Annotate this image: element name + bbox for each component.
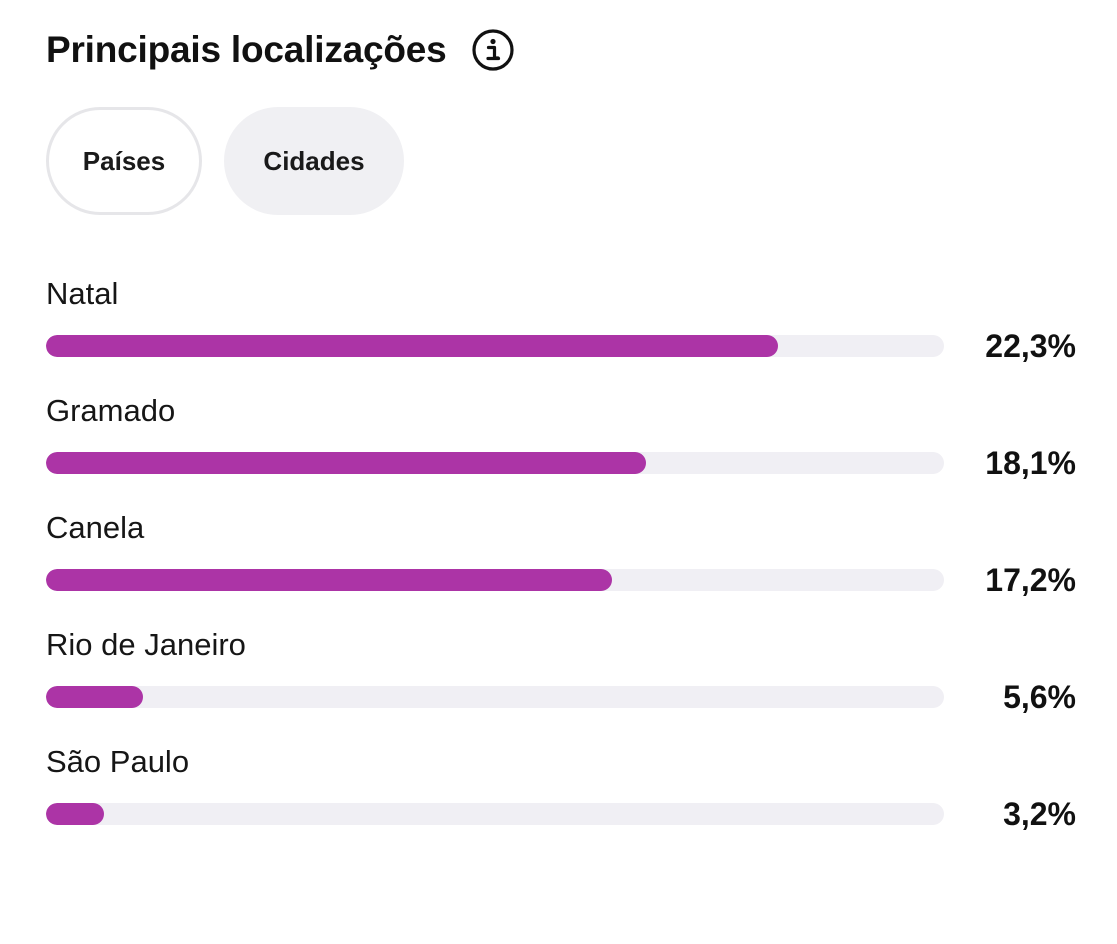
location-name: Natal [46, 276, 119, 311]
location-percent: 5,6% [1003, 679, 1076, 715]
location-name: São Paulo [46, 744, 190, 779]
info-icon-graphic [471, 29, 514, 71]
location-bar-fill [46, 569, 612, 591]
location-percent: 17,2% [985, 562, 1076, 598]
location-row: Canela 17,2% [46, 508, 1076, 625]
section-header: Principais localizações [46, 24, 515, 76]
location-name: Canela [46, 510, 145, 545]
location-name: Gramado [46, 393, 176, 428]
location-name: Rio de Janeiro [46, 627, 246, 662]
location-bar-fill [46, 335, 778, 357]
location-bar-track [46, 686, 944, 708]
tab-paises[interactable]: Países [46, 107, 202, 215]
tab-cidades-label: Cidades [263, 145, 365, 176]
location-bar-track [46, 569, 944, 591]
location-row: Rio de Janeiro 5,6% [46, 625, 1076, 742]
location-percent: 22,3% [985, 328, 1076, 364]
tab-cidades[interactable]: Cidades [224, 107, 404, 215]
location-bar-fill [46, 452, 646, 474]
location-percent: 18,1% [985, 445, 1076, 481]
location-bar-track [46, 452, 944, 474]
locations-list: Natal 22,3% Gramado 18,1% Canela 17,2% R… [46, 274, 1076, 859]
section-title: Principais localizações [46, 29, 447, 70]
tab-paises-label: Países [82, 145, 166, 176]
location-percent: 3,2% [1003, 796, 1076, 832]
info-icon[interactable] [471, 28, 515, 72]
location-bar-track [46, 335, 944, 357]
location-bar-track [46, 803, 944, 825]
location-row: Gramado 18,1% [46, 391, 1076, 508]
location-row: São Paulo 3,2% [46, 742, 1076, 859]
location-bar-fill [46, 686, 143, 708]
location-bar-fill [46, 803, 105, 825]
location-row: Natal 22,3% [46, 274, 1076, 391]
location-type-tabs: Países Cidades [46, 107, 404, 215]
